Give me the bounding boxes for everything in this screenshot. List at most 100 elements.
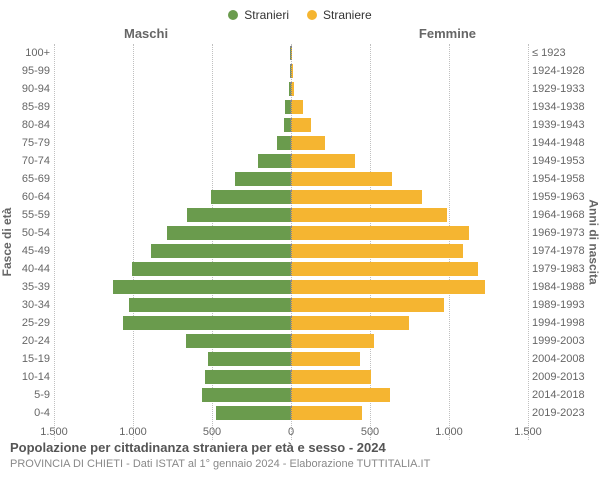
bar-track	[54, 172, 528, 186]
rows: 100+≤ 192395-991924-192890-941929-193385…	[4, 44, 596, 440]
bar-female	[291, 352, 360, 366]
bar-track	[54, 298, 528, 312]
pyramid-row: 75-791944-1948	[4, 134, 596, 152]
age-label: 35-39	[4, 278, 50, 296]
pyramid-row: 95-991924-1928	[4, 62, 596, 80]
column-title-female: Femmine	[419, 26, 476, 41]
bar-male	[123, 316, 291, 330]
bar-female	[291, 262, 478, 276]
legend-item-female: Straniere	[307, 8, 372, 22]
bar-female	[291, 172, 392, 186]
bar-track	[54, 46, 528, 60]
legend-label-male: Stranieri	[244, 8, 289, 22]
bar-track	[54, 262, 528, 276]
pyramid-row: 10-142009-2013	[4, 368, 596, 386]
bar-female	[291, 334, 374, 348]
bar-female	[291, 244, 463, 258]
bar-male	[202, 388, 291, 402]
birth-year-label: 1949-1953	[532, 152, 596, 170]
bar-male	[187, 208, 291, 222]
age-label: 100+	[4, 44, 50, 62]
bar-track	[54, 352, 528, 366]
age-label: 15-19	[4, 350, 50, 368]
pyramid-row: 90-94 1929-1933	[4, 80, 596, 98]
legend-item-male: Stranieri	[228, 8, 289, 22]
bar-track	[54, 280, 528, 294]
birth-year-label: 1939-1943	[532, 116, 596, 134]
bar-female	[291, 64, 293, 78]
age-label: 70-74	[4, 152, 50, 170]
bar-track	[54, 208, 528, 222]
pyramid-row: 25-291994-1998	[4, 314, 596, 332]
birth-year-label: 1929-1933	[532, 80, 596, 98]
bar-female	[291, 154, 355, 168]
bar-track	[54, 118, 528, 132]
chart-area: Fasce di età Anni di nascita 100+≤ 19239…	[4, 44, 596, 440]
x-tick-label: 1.500	[40, 426, 68, 438]
age-label: 65-69	[4, 170, 50, 188]
birth-year-label: 1999-2003	[532, 332, 596, 350]
bar-track	[54, 388, 528, 402]
pyramid-row: 15-192004-2008	[4, 350, 596, 368]
bar-track	[54, 100, 528, 114]
footer-subtitle: PROVINCIA DI CHIETI - Dati ISTAT al 1° g…	[10, 457, 590, 471]
x-axis: 1.5001.00050005001.0001.500	[4, 426, 596, 440]
age-label: 55-59	[4, 206, 50, 224]
bar-male	[216, 406, 291, 420]
age-label: 50-54	[4, 224, 50, 242]
bar-female	[291, 208, 447, 222]
bar-male	[167, 226, 291, 240]
pyramid-row: 60-64 1959-1963	[4, 188, 596, 206]
age-label: 90-94	[4, 80, 50, 98]
legend-label-female: Straniere	[323, 8, 372, 22]
bar-female	[291, 316, 409, 330]
legend-swatch-female	[307, 10, 317, 20]
birth-year-label: 1984-1988	[532, 278, 596, 296]
birth-year-label: 1954-1958	[532, 170, 596, 188]
age-label: 25-29	[4, 314, 50, 332]
birth-year-label: 1934-1938	[532, 98, 596, 116]
bar-male	[132, 262, 291, 276]
birth-year-label: ≤ 1923	[532, 44, 596, 62]
birth-year-label: 1989-1993	[532, 296, 596, 314]
bar-male	[235, 172, 291, 186]
bar-male	[211, 190, 291, 204]
age-label: 85-89	[4, 98, 50, 116]
bar-male	[151, 244, 291, 258]
bar-female	[291, 46, 292, 60]
age-label: 95-99	[4, 62, 50, 80]
age-label: 20-24	[4, 332, 50, 350]
footer: Popolazione per cittadinanza straniera p…	[4, 440, 596, 471]
x-tick-label: 0	[288, 426, 294, 438]
age-label: 60-64	[4, 188, 50, 206]
bar-female	[291, 226, 469, 240]
x-tick-label: 500	[203, 426, 221, 438]
pyramid-row: 50-54 1969-1973	[4, 224, 596, 242]
legend: Stranieri Straniere	[4, 6, 596, 24]
chart-root: Stranieri Straniere Maschi Femmine Fasce…	[0, 0, 600, 500]
pyramid-row: 85-89 1934-1938	[4, 98, 596, 116]
bar-track	[54, 244, 528, 258]
birth-year-label: 1979-1983	[532, 260, 596, 278]
bar-track	[54, 406, 528, 420]
bar-male	[186, 334, 291, 348]
bar-track	[54, 136, 528, 150]
birth-year-label: 2009-2013	[532, 368, 596, 386]
age-label: 5-9	[4, 386, 50, 404]
bar-track	[54, 226, 528, 240]
age-label: 80-84	[4, 116, 50, 134]
bar-female	[291, 298, 444, 312]
birth-year-label: 1969-1973	[532, 224, 596, 242]
pyramid-row: 35-39 1984-1988	[4, 278, 596, 296]
birth-year-label: 1959-1963	[532, 188, 596, 206]
age-label: 75-79	[4, 134, 50, 152]
bar-track	[54, 82, 528, 96]
pyramid-row: 65-69 1954-1958	[4, 170, 596, 188]
bar-track	[54, 190, 528, 204]
bar-track	[54, 334, 528, 348]
bar-male	[258, 154, 291, 168]
bar-male	[277, 136, 291, 150]
pyramid-row: 0-42019-2023	[4, 404, 596, 422]
legend-swatch-male	[228, 10, 238, 20]
bar-female	[291, 190, 422, 204]
